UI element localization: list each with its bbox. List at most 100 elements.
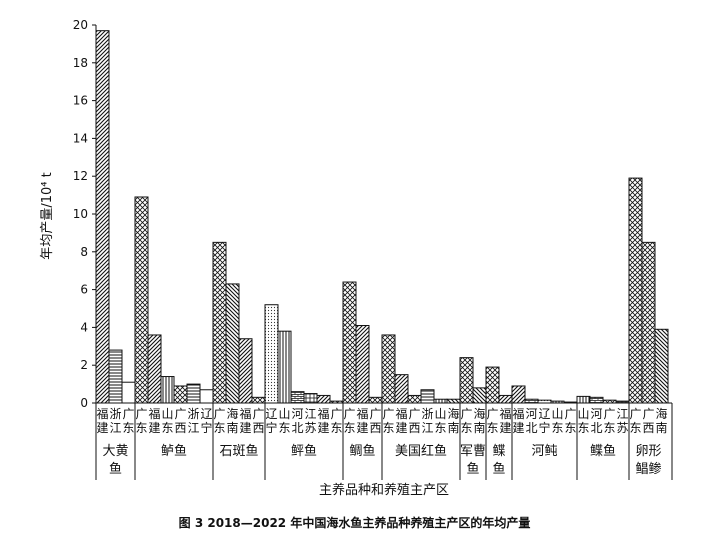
bar [472,387,487,404]
y-tick-label: 0 [80,396,88,410]
bar [485,366,500,404]
bar [498,394,513,404]
region-label: 福 [356,406,368,421]
bar [537,399,552,404]
group-label: 鲈鱼 [161,443,187,459]
group-label: 鲷鱼 [349,443,375,459]
region-label: 辽 [200,407,212,421]
region-label: 福 [148,406,160,421]
region-label: 江 [187,421,199,435]
region-label: 东 [330,421,342,435]
bar [108,349,123,404]
region-label: 东 [629,421,641,435]
region-label: 广 [603,407,615,421]
region-label: 建 [356,421,368,435]
group-label: 卵形 [635,444,661,459]
group-label: 鲽 [492,444,505,459]
bar [186,383,201,404]
figure-caption: 图 3 2018—2022 年中国海水鱼主养品种养殖主产区的年均产量 [178,516,531,530]
bar [303,393,318,404]
region-label: 东 [486,421,498,435]
region-label: 浙 [421,407,433,421]
region-label: 广 [486,407,498,421]
y-tick-label: 12 [73,169,88,183]
region-label: 南 [655,420,667,435]
bar [95,30,110,404]
region-label: 福 [239,406,251,421]
bar [628,177,643,404]
region-label: 南 [226,420,238,435]
region-label: 广 [460,407,472,421]
bar [160,376,175,404]
region-label: 宁 [200,420,212,435]
region-label: 江 [304,407,316,421]
bar [641,241,656,404]
region-label: 北 [525,421,537,435]
region-label: 福 [512,406,524,421]
bar [589,396,604,404]
region-label: 东 [603,421,615,435]
region-label: 河 [590,407,602,421]
bar [602,399,617,404]
region-label: 东 [460,421,472,435]
bar [251,396,266,404]
region-label: 东 [343,421,355,435]
region-label: 广 [382,407,394,421]
region-label: 广 [369,407,381,421]
bar [524,398,539,404]
bar [420,389,435,404]
region-label: 广 [174,407,186,421]
bar [368,396,383,404]
region-label: 辽 [538,407,550,421]
region-label: 海 [473,406,485,421]
bar [394,374,409,404]
region-label: 南 [447,420,459,435]
region-label: 广 [252,407,264,421]
group-label: 鱼 [109,461,122,477]
region-label: 西 [408,421,420,435]
region-label: 东 [434,421,446,435]
axes: 0 2 4 6 8 10 12 14 16 18 20 [73,18,672,480]
region-label: 西 [369,421,381,435]
region-label: 广 [122,407,134,421]
bar [199,389,214,404]
region-label: 广 [642,407,654,421]
bar [225,283,240,404]
bar [147,334,162,404]
region-label: 宁 [538,420,550,435]
region-label: 东 [577,421,589,435]
y-tick-label: 20 [73,18,88,32]
bar [576,395,591,404]
region-label: 东 [213,421,225,435]
region-label: 建 [96,421,108,435]
bar [459,357,474,404]
region-label: 东 [564,421,576,435]
region-label: 苏 [304,421,316,435]
region-label: 东 [382,421,394,435]
group-label: 大黄 [102,444,128,459]
bar [329,400,344,404]
bar [173,385,188,404]
bar [355,325,370,404]
region-label: 北 [590,421,602,435]
region-label: 东 [551,421,563,435]
region-label: 西 [642,421,654,435]
region-label: 西 [252,421,264,435]
region-label: 建 [148,421,160,435]
region-label: 宁 [265,420,277,435]
bar [290,391,305,404]
bar [433,398,448,404]
region-label: 江 [616,407,628,421]
region-label: 广 [564,407,576,421]
bar [121,381,136,404]
region-label: 东 [161,421,173,435]
region-label: 广 [629,407,641,421]
group-label: 鱼 [492,461,505,477]
region-label: 海 [226,406,238,421]
bar [381,334,396,404]
y-tick-label: 2 [80,358,88,372]
region-label: 福 [317,406,329,421]
region-label: 广 [408,407,420,421]
region-label: 山 [577,407,589,421]
region-label: 广 [330,407,342,421]
